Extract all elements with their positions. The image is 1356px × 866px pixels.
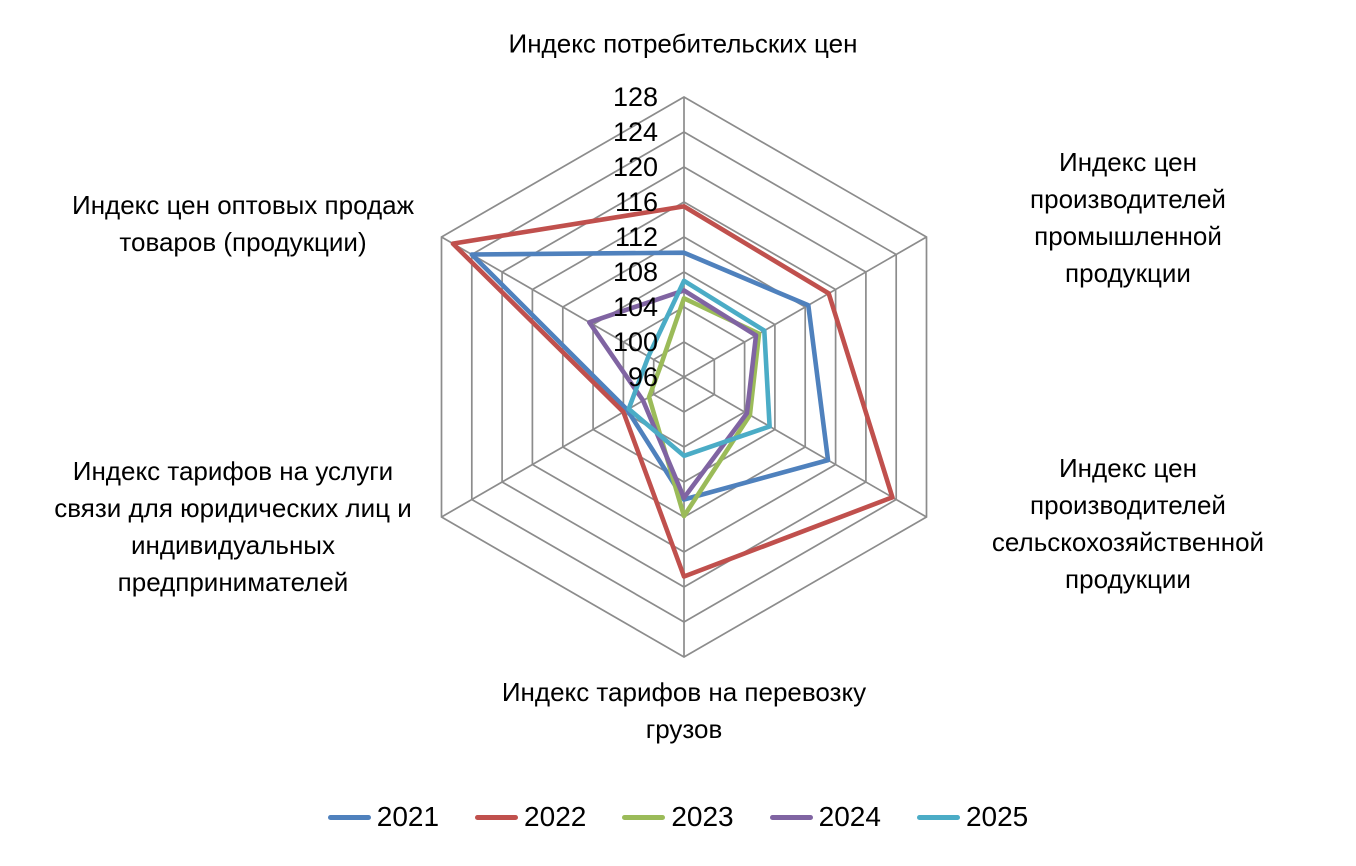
grid-spoke — [683, 376, 927, 518]
axis-label-consumer-price-index: Индекс потребительских цен — [508, 28, 858, 59]
radial-tick-label: 108 — [613, 257, 658, 287]
radial-tick-label: 128 — [613, 82, 658, 112]
legend-swatch-2025 — [916, 814, 960, 820]
radial-tick-label: 112 — [615, 222, 658, 252]
legend-item-2022: 2022 — [475, 801, 586, 833]
grid-spoke — [683, 236, 927, 378]
series-polygon-2025 — [626, 278, 772, 459]
radial-tick-label: 100 — [613, 327, 658, 357]
axis-label-agricultural-producer-price-index: Индекс цен производителей сельскохозяйст… — [991, 453, 1265, 594]
legend-swatch-2024 — [769, 814, 813, 820]
legend-label-2023: 2023 — [671, 801, 734, 832]
legend-item-2021: 2021 — [327, 801, 440, 833]
legend-label-2022: 2022 — [524, 801, 587, 832]
series-polygon-2023 — [646, 295, 762, 519]
series-polygon-2024 — [586, 288, 759, 501]
legend-swatch-2022 — [475, 814, 519, 820]
axis-label-freight-tariff-index: Индекс тарифов на перевозку грузов — [501, 677, 867, 744]
legend-label-2025: 2025 — [965, 801, 1029, 832]
legend-item-2024: 2024 — [769, 801, 881, 833]
legend-swatch-2023 — [622, 814, 666, 820]
series-polygon-2022 — [450, 204, 895, 579]
radial-tick-label: 124 — [613, 117, 658, 147]
legend-label-2021: 2021 — [376, 801, 440, 832]
radial-tick-label: 116 — [615, 187, 658, 217]
axis-label-communication-services-tariff-index: Индекс тарифов на услуги связи для юриди… — [54, 456, 412, 597]
radial-tick-label: 104 — [613, 292, 658, 322]
axis-label-wholesale-price-index: Индекс цен оптовых продаж товаров (проду… — [72, 190, 414, 257]
axis-label-industrial-producer-price-index: Индекс цен производителей промышленной п… — [1030, 147, 1226, 288]
radial-tick-label: 120 — [613, 152, 658, 182]
legend-label-2024: 2024 — [818, 801, 881, 832]
legend-swatch-2021 — [327, 814, 371, 820]
legend-item-2025: 2025 — [916, 801, 1029, 833]
grid-spoke — [441, 236, 685, 378]
chart-legend: 2021 2022 2023 2024 2025 — [0, 796, 1356, 838]
legend-item-2023: 2023 — [622, 801, 734, 833]
radial-tick-label: 96 — [628, 362, 658, 392]
